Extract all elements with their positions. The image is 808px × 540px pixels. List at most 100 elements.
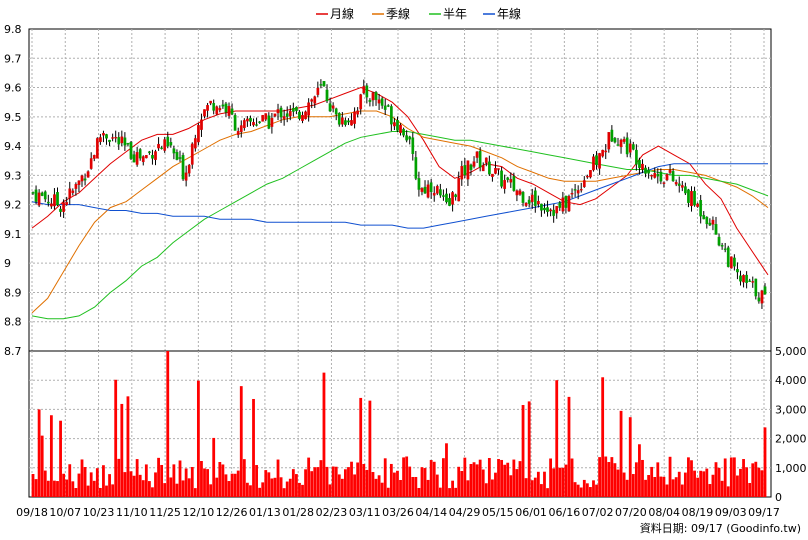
volume-bar [144, 464, 148, 497]
volume-bar [344, 469, 347, 497]
candle-body [233, 115, 237, 131]
candle-body [714, 224, 718, 235]
candle-body [469, 164, 473, 170]
candle-body [515, 190, 519, 196]
volume-bar [62, 473, 66, 497]
volume-tick-label: 1,000 [775, 462, 807, 475]
volume-bar [561, 467, 565, 497]
volume-bar [108, 474, 111, 497]
candle-body [132, 154, 136, 163]
volume-bar [80, 459, 84, 497]
volume-bar [111, 484, 115, 497]
volume-bar [322, 372, 326, 497]
candle-body [665, 174, 669, 181]
candle-body [739, 275, 742, 282]
candle-body [31, 192, 35, 194]
candle-body [105, 134, 108, 139]
candle-body [393, 122, 396, 127]
candle-body [337, 112, 341, 125]
candle-body [405, 135, 409, 141]
candle-body [579, 189, 583, 191]
volume-bar [708, 484, 712, 497]
volume-bar [175, 483, 179, 497]
candle-body [310, 99, 314, 102]
candle-body [340, 117, 344, 125]
candle-body [509, 179, 513, 183]
volume-bar [172, 464, 176, 497]
candle-body [190, 143, 194, 165]
volume-bar [215, 477, 219, 497]
volume-bar [451, 480, 454, 497]
volume-bar [258, 487, 262, 497]
candle-body [417, 178, 421, 190]
volume-bar [429, 460, 433, 497]
volume-bar [294, 474, 298, 497]
volume-bar [331, 466, 335, 497]
volume-bar [668, 456, 672, 497]
volume-bar [356, 462, 360, 497]
candle-body [647, 169, 650, 174]
volume-bar [702, 471, 706, 497]
candle-body [607, 132, 611, 150]
date-tick-label: 12/26 [216, 506, 248, 519]
candle-body [684, 186, 687, 194]
candle-body [656, 174, 660, 177]
volume-bar [37, 409, 41, 497]
candle-body [567, 196, 571, 212]
price-tick-label: 8.9 [4, 286, 22, 299]
candle-body [589, 170, 592, 178]
candle-body [206, 105, 209, 111]
volume-bar [515, 469, 519, 497]
volume-bar [105, 485, 108, 497]
candle-body [705, 216, 709, 225]
volume-bar [589, 487, 592, 497]
candle-body [77, 180, 81, 185]
candle-body [399, 124, 402, 133]
volume-bar [739, 468, 742, 497]
volume-bar [74, 488, 78, 497]
candle-body [141, 156, 145, 163]
volume-bar [530, 480, 534, 497]
candle-body [696, 203, 699, 207]
volume-bar [665, 484, 669, 497]
candle-body [322, 81, 326, 87]
candle-body [512, 176, 516, 191]
candle-body [736, 269, 739, 273]
volume-bar [487, 458, 491, 497]
volume-bar [426, 479, 430, 497]
candle-body [193, 138, 197, 149]
volume-bar [748, 483, 752, 497]
volume-bar [187, 478, 191, 497]
volume-bar [396, 470, 399, 497]
volume-bar [46, 480, 50, 497]
volume-bar [711, 474, 715, 497]
volume-bar [442, 458, 445, 497]
date-tick-label: 05/15 [482, 506, 514, 519]
volume-bar [359, 397, 363, 497]
volume-bar [353, 474, 356, 497]
volume-bar [423, 468, 427, 497]
candle-body [457, 177, 461, 202]
legend-label: 年線 [497, 6, 521, 21]
candle-body [763, 286, 767, 295]
price-tick-label: 9 [4, 257, 11, 270]
date-tick-label: 04/14 [415, 506, 447, 519]
volume-bar [151, 487, 154, 497]
volume-bar [445, 443, 448, 497]
price-tick-label: 9.5 [4, 111, 22, 124]
volume-bar [255, 465, 258, 497]
candle-body [43, 191, 47, 200]
volume-bar [276, 459, 280, 497]
volume-bar [527, 401, 531, 497]
candle-body [331, 105, 335, 109]
price-grid [29, 29, 771, 351]
volume-bar [659, 476, 663, 497]
candle-body [733, 257, 736, 267]
volume-bar [347, 467, 350, 497]
volume-bar [656, 462, 660, 497]
volume-bar [337, 474, 341, 497]
candle-body [282, 116, 286, 119]
candle-body [353, 111, 356, 124]
candle-body [313, 96, 317, 104]
date-tick-label: 09/18 [16, 506, 48, 519]
